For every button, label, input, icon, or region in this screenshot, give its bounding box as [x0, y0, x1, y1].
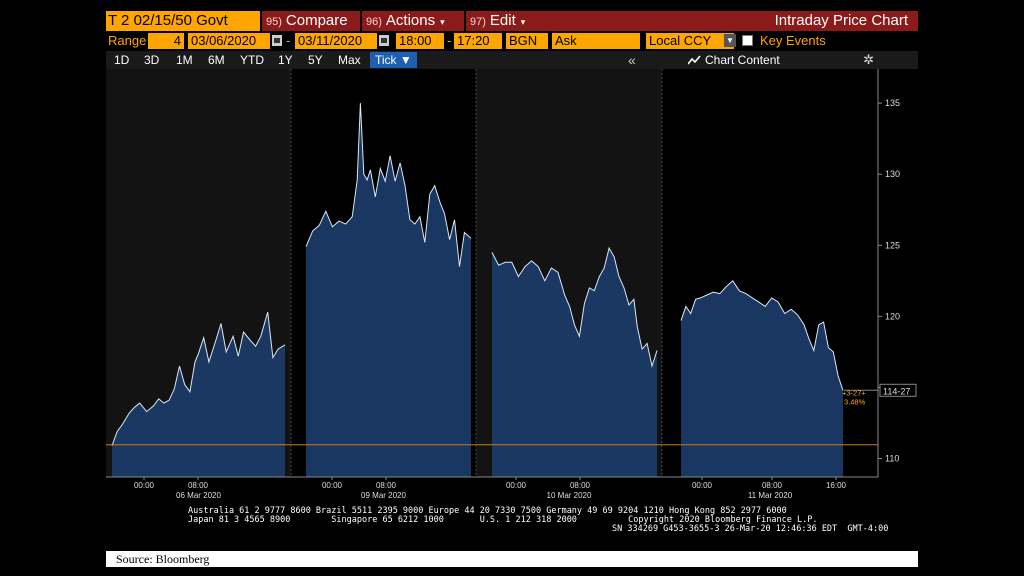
period-max-button[interactable]: Max: [338, 53, 361, 67]
compare-menu[interactable]: 95) Compare: [260, 11, 360, 31]
price-area-session: [492, 248, 657, 477]
chevron-down-icon: ▾: [520, 17, 526, 27]
calendar-icon[interactable]: [272, 35, 282, 46]
period-1m-button[interactable]: 1M: [176, 53, 193, 67]
x-time-label: 00:00: [322, 481, 343, 490]
last-price-box: [879, 383, 917, 397]
collapse-icon[interactable]: «: [628, 52, 636, 68]
end-time-input[interactable]: 17:20: [454, 33, 502, 49]
key-events-checkbox[interactable]: [742, 35, 753, 46]
date-range-separator: -: [286, 33, 291, 48]
line-chart-icon: [687, 55, 701, 65]
range-label: Range: [108, 33, 147, 48]
chart-content-label: Chart Content: [705, 53, 780, 67]
x-date-label: 06 Mar 2020: [176, 491, 221, 499]
start-time-input[interactable]: 18:00: [396, 33, 444, 49]
end-date-input[interactable]: 03/11/2020: [295, 33, 377, 49]
menu-number: 95): [266, 16, 282, 28]
y-tick-label: 135: [885, 98, 900, 108]
y-tick-label: 110: [885, 454, 899, 464]
chevron-down-icon: ▼: [399, 53, 412, 67]
x-time-label: 00:00: [692, 481, 713, 490]
contact-line-2: Japan 81 3 4565 8900 Singapore 65 6212 1…: [188, 515, 818, 525]
price-line-session: [491, 246, 658, 369]
actions-menu[interactable]: 96) Actions ▾: [360, 11, 464, 31]
x-time-label: 00:00: [506, 481, 527, 490]
period-toolbar: 1D 3D 1M 6M YTD 1Y 5Y Max Tick ▼ « Chart…: [106, 51, 918, 69]
price-area-session: [681, 280, 843, 477]
screen-title: Intraday Price Chart: [774, 12, 908, 29]
pricing-source-input[interactable]: BGN: [506, 33, 548, 49]
last-price-label: 114-27: [883, 386, 910, 396]
edit-menu[interactable]: 97) Edit ▾: [464, 11, 538, 31]
edit-label: Edit: [489, 12, 516, 29]
x-date-label: 09 Mar 2020: [361, 491, 406, 499]
y-tick-label: 120: [885, 311, 900, 321]
session-info: SN 334269 G453-3655-3 26-Mar-20 12:46:36…: [612, 524, 889, 534]
title-bar: T 2 02/15/50 Govt 95) Compare 96) Actions ▾…: [106, 11, 918, 31]
tick-frequency-button[interactable]: Tick ▼: [370, 52, 417, 68]
range-input[interactable]: 4: [148, 33, 184, 49]
change-label: +3-27+: [842, 388, 866, 397]
period-1y-button[interactable]: 1Y: [278, 53, 293, 67]
x-date-label: 11 Mar 2020: [748, 491, 793, 499]
x-date-label: 10 Mar 2020: [547, 491, 592, 499]
price-area-session: [112, 312, 285, 477]
price-line-session: [111, 311, 286, 446]
period-1d-button[interactable]: 1D: [114, 53, 130, 67]
menu-number: 97): [470, 16, 486, 28]
compare-label: Compare: [285, 12, 348, 29]
gear-icon[interactable]: ✲: [863, 52, 874, 67]
security-ticker-field[interactable]: T 2 02/15/50 Govt: [106, 11, 260, 31]
x-time-label: 08:00: [376, 481, 397, 490]
calendar-icon[interactable]: [379, 35, 389, 46]
key-events-label: Key Events: [760, 33, 826, 48]
x-time-label: 08:00: [188, 481, 209, 490]
contact-line-1: Australia 61 2 9777 8600 Brazil 5511 239…: [188, 506, 787, 516]
y-tick-label: 130: [885, 169, 900, 179]
x-time-label: 08:00: [570, 481, 591, 490]
price-line-session: [305, 103, 472, 267]
bloomberg-window: T 2 02/15/50 Govt 95) Compare 96) Actions ▾…: [106, 11, 918, 541]
period-6m-button[interactable]: 6M: [208, 53, 225, 67]
price-line-session: [680, 280, 844, 391]
bid-ask-select[interactable]: Ask: [552, 33, 640, 49]
start-date-input[interactable]: 03/06/2020: [188, 33, 270, 49]
change-percent-label: 3.48%: [844, 397, 866, 406]
period-5y-button[interactable]: 5Y: [308, 53, 323, 67]
currency-select[interactable]: Local CCY: [646, 33, 734, 49]
intraday-price-chart[interactable]: 135130125120115110114-27+3-27+3.48%00:00…: [106, 69, 918, 499]
chevron-down-icon: ▾: [440, 17, 445, 27]
parameter-bar: Range 4 03/06/2020 - 03/11/2020 18:00 - …: [106, 32, 918, 50]
tick-label: Tick: [375, 53, 397, 67]
period-ytd-button[interactable]: YTD: [240, 53, 264, 67]
chart-content-button[interactable]: Chart Content: [687, 51, 780, 69]
source-caption: Source: Bloomberg: [106, 551, 918, 567]
menu-number: 96): [366, 16, 382, 28]
x-time-label: 00:00: [134, 481, 155, 490]
time-range-separator: -: [447, 33, 452, 48]
x-time-label: 08:00: [762, 481, 783, 490]
actions-label: Actions: [385, 12, 436, 29]
period-3d-button[interactable]: 3D: [144, 53, 160, 67]
x-time-label: 16:00: [826, 481, 847, 490]
y-tick-label: 125: [885, 240, 900, 250]
chevron-down-icon[interactable]: ▼: [724, 34, 736, 47]
